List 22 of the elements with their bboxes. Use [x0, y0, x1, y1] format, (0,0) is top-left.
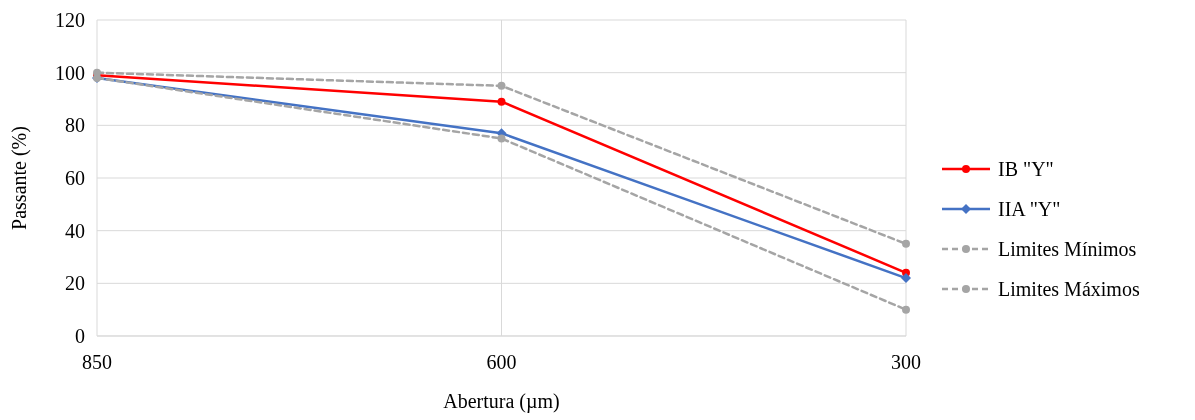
x-axis-title: Abertura (µm) — [443, 390, 560, 413]
point — [902, 239, 910, 248]
point — [902, 305, 910, 314]
legend-label: Limites Máximos — [998, 278, 1140, 300]
y-tick-label: 60 — [65, 167, 85, 189]
x-tick-label: 300 — [891, 351, 921, 373]
point — [497, 134, 506, 143]
legend-label: Limites Mínimos — [998, 238, 1137, 260]
point — [497, 81, 506, 90]
x-tick-label: 600 — [486, 351, 517, 373]
point — [901, 273, 911, 284]
y-axis-title: Passante (%) — [8, 126, 31, 230]
y-tick-label: 100 — [55, 61, 85, 84]
point — [497, 97, 506, 106]
y-tick-label: 0 — [75, 325, 85, 347]
legend-label: IIA "Y" — [998, 198, 1061, 220]
x-tick-label: 850 — [82, 351, 112, 373]
y-tick-label: 120 — [55, 9, 85, 31]
y-tick-label: 40 — [65, 219, 85, 242]
legend-label: IB "Y" — [998, 158, 1054, 180]
y-tick-label: 80 — [65, 114, 85, 137]
y-tick-label: 20 — [65, 272, 85, 295]
